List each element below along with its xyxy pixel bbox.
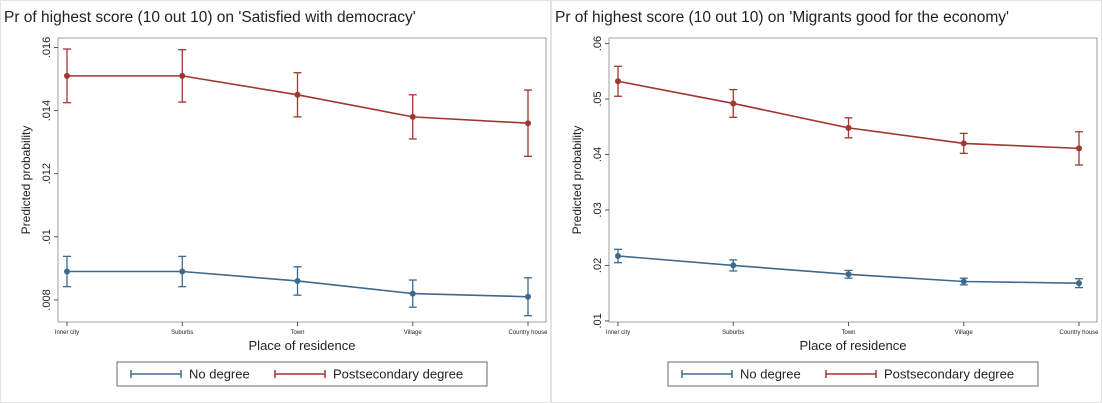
chart-title: Pr of highest score (10 out 10) on 'Sati… (4, 9, 416, 26)
panel-border (0, 0, 551, 403)
y-tick-label: .016 (41, 37, 53, 58)
x-tick-label: Country house (1059, 330, 1099, 336)
data-point (845, 271, 852, 278)
legend-label: No degree (189, 367, 250, 382)
data-point (615, 78, 621, 85)
data-point (294, 277, 301, 284)
y-axis-title: Predicted probability (570, 126, 584, 235)
panel-border (551, 0, 1102, 403)
y-tick-label: .05 (592, 91, 604, 106)
data-point (64, 72, 70, 79)
y-axis-title: Predicted probability (19, 126, 33, 235)
x-tick-label: Inner city (55, 330, 79, 336)
y-tick-label: .03 (592, 202, 604, 217)
data-point (525, 293, 531, 300)
data-point (730, 100, 737, 107)
x-tick-label: Village (404, 330, 423, 336)
x-tick-label: Town (841, 330, 855, 336)
y-tick-label: .012 (41, 163, 53, 184)
data-point (525, 120, 531, 127)
y-tick-label: .014 (41, 100, 53, 121)
data-point (730, 262, 737, 269)
plot-frame (608, 37, 1098, 323)
data-point (1076, 145, 1082, 152)
y-tick-label: .04 (592, 147, 604, 162)
plot-frame (57, 37, 547, 323)
x-axis-title: Place of residence (800, 338, 907, 353)
x-tick-label: Village (955, 330, 974, 336)
y-tick-label: .02 (592, 258, 604, 273)
y-tick-label: .06 (592, 36, 604, 51)
y-tick-label: .008 (41, 289, 53, 310)
data-point (845, 124, 852, 131)
x-tick-label: Country house (508, 330, 548, 336)
chart-panel: Pr of highest score (10 out 10) on 'Migr… (551, 0, 1102, 403)
data-point (409, 290, 416, 297)
y-tick-label: .01 (41, 229, 53, 244)
x-axis-title: Place of residence (249, 338, 356, 353)
x-tick-label: Town (290, 330, 304, 336)
data-point (960, 140, 967, 147)
data-point (294, 91, 301, 98)
legend-label: Postsecondary degree (333, 367, 463, 382)
data-point (1076, 280, 1082, 287)
legend-label: No degree (740, 367, 801, 382)
y-tick-label: .01 (592, 313, 604, 328)
x-tick-label: Suburbs (171, 330, 193, 336)
data-point (179, 268, 186, 275)
data-point (409, 113, 416, 120)
chart-title: Pr of highest score (10 out 10) on 'Migr… (555, 9, 1009, 26)
data-point (960, 278, 967, 285)
data-point (179, 72, 186, 79)
chart-panel: Pr of highest score (10 out 10) on 'Sati… (0, 0, 551, 403)
x-tick-label: Suburbs (722, 330, 744, 336)
data-point (615, 252, 621, 259)
legend-label: Postsecondary degree (884, 367, 1014, 382)
data-point (64, 268, 70, 275)
x-tick-label: Inner city (606, 330, 630, 336)
